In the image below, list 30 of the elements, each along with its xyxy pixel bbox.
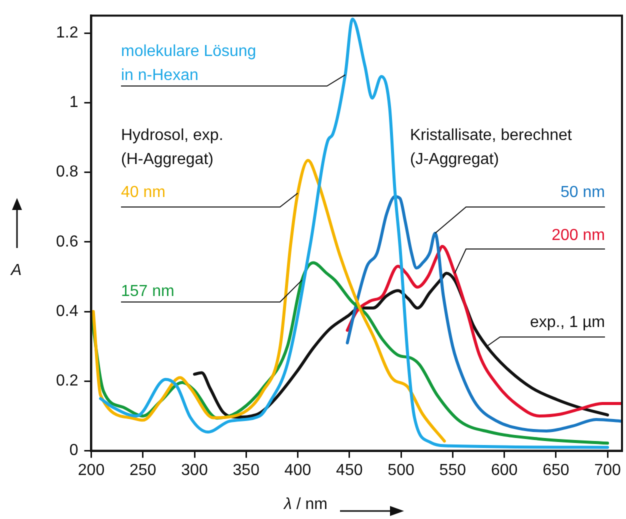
text: 157 nm xyxy=(121,283,174,300)
x-tick-label: 650 xyxy=(542,462,570,479)
annotation: Hydrosol, exp. (H-Aggregat) xyxy=(121,127,224,168)
y-tick-label: 0.2 xyxy=(56,372,78,390)
y-tick-label: 0.8 xyxy=(56,164,78,181)
text: molekulare Lösung in n-Hexan xyxy=(121,43,256,84)
y-axis-title: A xyxy=(11,262,22,280)
annotation: Kristallisate, berechnet (J-Aggregat) xyxy=(410,127,572,168)
text: 50 nm xyxy=(560,184,605,201)
x-tick-label: 350 xyxy=(232,462,260,479)
x-tick-label: 550 xyxy=(439,462,466,479)
x-tick-label: 250 xyxy=(130,462,156,479)
x-tick-label: 700 xyxy=(594,462,621,479)
y-tick-label: 0.4 xyxy=(56,302,78,320)
x-tick-label: 200 xyxy=(78,462,105,479)
y-tick-label: 1.2 xyxy=(56,24,78,42)
line-series xyxy=(99,18,610,449)
y-tick-label: 1 xyxy=(69,94,78,112)
y-tick-label: 0.6 xyxy=(56,233,78,250)
x-tick-label: 400 xyxy=(284,462,312,479)
text: exp., 1 µm xyxy=(530,314,605,331)
x-tick-label: 600 xyxy=(490,462,518,479)
x-tick-label: 450 xyxy=(336,462,363,479)
text: 40 nm xyxy=(121,184,166,201)
y-tick-label: 0 xyxy=(69,442,78,460)
line-series xyxy=(346,244,622,418)
text: 200 nm xyxy=(552,227,605,244)
x-tick-label: 300 xyxy=(181,462,208,479)
x-tick-label: 500 xyxy=(388,462,414,479)
x-axis-title: λ / nm xyxy=(284,496,328,514)
